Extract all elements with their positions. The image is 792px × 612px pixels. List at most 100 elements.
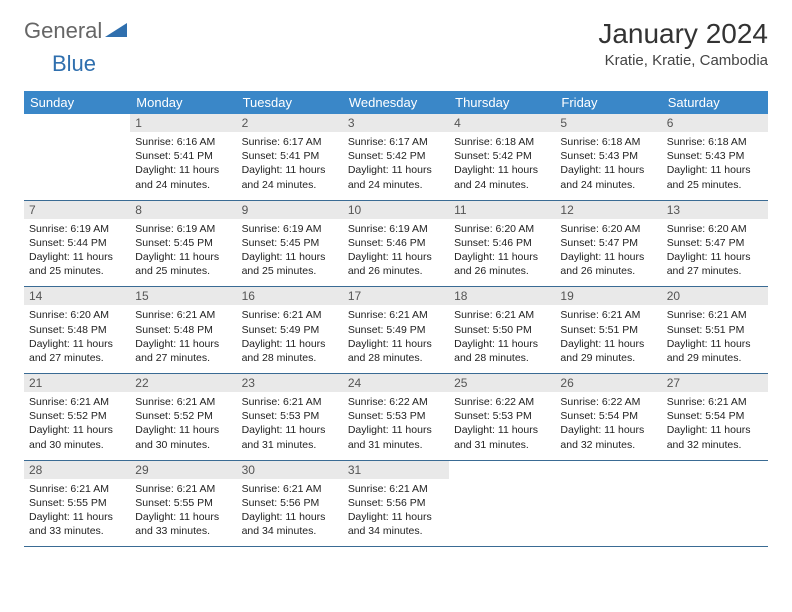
- sunset-text: Sunset: 5:43 PM: [667, 149, 763, 163]
- daylight-text: Daylight: 11 hours: [242, 337, 338, 351]
- sunset-text: Sunset: 5:51 PM: [667, 323, 763, 337]
- day-body: Sunrise: 6:21 AMSunset: 5:56 PMDaylight:…: [237, 479, 343, 547]
- day-number: 18: [449, 287, 555, 305]
- calendar-day: 22Sunrise: 6:21 AMSunset: 5:52 PMDayligh…: [130, 374, 236, 461]
- daylight-text: and 27 minutes.: [135, 351, 231, 365]
- calendar-day: 4Sunrise: 6:18 AMSunset: 5:42 PMDaylight…: [449, 114, 555, 200]
- day-number: 16: [237, 287, 343, 305]
- calendar-day: 17Sunrise: 6:21 AMSunset: 5:49 PMDayligh…: [343, 287, 449, 374]
- calendar-day: 14Sunrise: 6:20 AMSunset: 5:48 PMDayligh…: [24, 287, 130, 374]
- daylight-text: Daylight: 11 hours: [348, 163, 444, 177]
- calendar-day: 10Sunrise: 6:19 AMSunset: 5:46 PMDayligh…: [343, 200, 449, 287]
- daylight-text: Daylight: 11 hours: [667, 250, 763, 264]
- weekday-header: Monday: [130, 91, 236, 114]
- sunset-text: Sunset: 5:44 PM: [29, 236, 125, 250]
- sunrise-text: Sunrise: 6:21 AM: [242, 395, 338, 409]
- sunset-text: Sunset: 5:54 PM: [560, 409, 656, 423]
- sunset-text: Sunset: 5:51 PM: [560, 323, 656, 337]
- calendar-day: 1Sunrise: 6:16 AMSunset: 5:41 PMDaylight…: [130, 114, 236, 200]
- day-number: 14: [24, 287, 130, 305]
- day-number: 19: [555, 287, 661, 305]
- sunrise-text: Sunrise: 6:21 AM: [242, 482, 338, 496]
- daylight-text: and 30 minutes.: [135, 438, 231, 452]
- day-body: Sunrise: 6:19 AMSunset: 5:44 PMDaylight:…: [24, 219, 130, 287]
- day-body: Sunrise: 6:21 AMSunset: 5:55 PMDaylight:…: [130, 479, 236, 547]
- sunrise-text: Sunrise: 6:17 AM: [242, 135, 338, 149]
- weekday-header: Wednesday: [343, 91, 449, 114]
- calendar-day: 3Sunrise: 6:17 AMSunset: 5:42 PMDaylight…: [343, 114, 449, 200]
- weekday-header: Thursday: [449, 91, 555, 114]
- day-body: Sunrise: 6:21 AMSunset: 5:49 PMDaylight:…: [343, 305, 449, 373]
- daylight-text: and 33 minutes.: [29, 524, 125, 538]
- location: Kratie, Kratie, Cambodia: [598, 52, 768, 69]
- daylight-text: and 31 minutes.: [242, 438, 338, 452]
- weekday-header: Sunday: [24, 91, 130, 114]
- day-number: 20: [662, 287, 768, 305]
- daylight-text: Daylight: 11 hours: [454, 337, 550, 351]
- day-body: Sunrise: 6:20 AMSunset: 5:46 PMDaylight:…: [449, 219, 555, 287]
- calendar-day: 31Sunrise: 6:21 AMSunset: 5:56 PMDayligh…: [343, 460, 449, 547]
- sunrise-text: Sunrise: 6:21 AM: [135, 482, 231, 496]
- daylight-text: Daylight: 11 hours: [560, 250, 656, 264]
- day-body: Sunrise: 6:20 AMSunset: 5:47 PMDaylight:…: [555, 219, 661, 287]
- triangle-icon: [105, 21, 127, 42]
- daylight-text: Daylight: 11 hours: [348, 423, 444, 437]
- calendar-day: 9Sunrise: 6:19 AMSunset: 5:45 PMDaylight…: [237, 200, 343, 287]
- day-number: 3: [343, 114, 449, 132]
- day-body: Sunrise: 6:21 AMSunset: 5:51 PMDaylight:…: [555, 305, 661, 373]
- day-number: 4: [449, 114, 555, 132]
- sunrise-text: Sunrise: 6:20 AM: [29, 308, 125, 322]
- sunset-text: Sunset: 5:53 PM: [242, 409, 338, 423]
- daylight-text: Daylight: 11 hours: [29, 510, 125, 524]
- calendar-day: 2Sunrise: 6:17 AMSunset: 5:41 PMDaylight…: [237, 114, 343, 200]
- daylight-text: and 26 minutes.: [348, 264, 444, 278]
- weekday-header: Saturday: [662, 91, 768, 114]
- sunset-text: Sunset: 5:53 PM: [454, 409, 550, 423]
- calendar-day: 7Sunrise: 6:19 AMSunset: 5:44 PMDaylight…: [24, 200, 130, 287]
- sunset-text: Sunset: 5:55 PM: [29, 496, 125, 510]
- calendar-week: .1Sunrise: 6:16 AMSunset: 5:41 PMDayligh…: [24, 114, 768, 200]
- daylight-text: and 27 minutes.: [29, 351, 125, 365]
- day-number: 8: [130, 201, 236, 219]
- calendar-day: 21Sunrise: 6:21 AMSunset: 5:52 PMDayligh…: [24, 374, 130, 461]
- daylight-text: and 30 minutes.: [29, 438, 125, 452]
- calendar-day: 12Sunrise: 6:20 AMSunset: 5:47 PMDayligh…: [555, 200, 661, 287]
- day-number: 10: [343, 201, 449, 219]
- sunset-text: Sunset: 5:41 PM: [135, 149, 231, 163]
- sunset-text: Sunset: 5:45 PM: [242, 236, 338, 250]
- daylight-text: Daylight: 11 hours: [135, 163, 231, 177]
- daylight-text: Daylight: 11 hours: [29, 250, 125, 264]
- sunset-text: Sunset: 5:49 PM: [242, 323, 338, 337]
- day-number: 30: [237, 461, 343, 479]
- sunset-text: Sunset: 5:56 PM: [242, 496, 338, 510]
- day-body: Sunrise: 6:21 AMSunset: 5:49 PMDaylight:…: [237, 305, 343, 373]
- sunrise-text: Sunrise: 6:20 AM: [454, 222, 550, 236]
- sunset-text: Sunset: 5:47 PM: [667, 236, 763, 250]
- daylight-text: and 28 minutes.: [454, 351, 550, 365]
- sunrise-text: Sunrise: 6:19 AM: [135, 222, 231, 236]
- day-number: 26: [555, 374, 661, 392]
- calendar-day: .: [24, 114, 130, 200]
- sunset-text: Sunset: 5:53 PM: [348, 409, 444, 423]
- logo-word1: General: [24, 18, 102, 44]
- sunrise-text: Sunrise: 6:16 AM: [135, 135, 231, 149]
- day-body: Sunrise: 6:17 AMSunset: 5:42 PMDaylight:…: [343, 132, 449, 200]
- day-number: 12: [555, 201, 661, 219]
- daylight-text: and 24 minutes.: [135, 178, 231, 192]
- day-number: 31: [343, 461, 449, 479]
- day-number: 22: [130, 374, 236, 392]
- calendar-day: .: [555, 460, 661, 547]
- daylight-text: Daylight: 11 hours: [242, 163, 338, 177]
- day-body: Sunrise: 6:19 AMSunset: 5:45 PMDaylight:…: [130, 219, 236, 287]
- daylight-text: Daylight: 11 hours: [667, 423, 763, 437]
- sunset-text: Sunset: 5:56 PM: [348, 496, 444, 510]
- calendar-day: 5Sunrise: 6:18 AMSunset: 5:43 PMDaylight…: [555, 114, 661, 200]
- calendar-day: .: [449, 460, 555, 547]
- sunset-text: Sunset: 5:45 PM: [135, 236, 231, 250]
- sunrise-text: Sunrise: 6:18 AM: [667, 135, 763, 149]
- daylight-text: Daylight: 11 hours: [242, 423, 338, 437]
- calendar-day: 27Sunrise: 6:21 AMSunset: 5:54 PMDayligh…: [662, 374, 768, 461]
- sunrise-text: Sunrise: 6:21 AM: [348, 482, 444, 496]
- calendar-day: 16Sunrise: 6:21 AMSunset: 5:49 PMDayligh…: [237, 287, 343, 374]
- calendar-day: 23Sunrise: 6:21 AMSunset: 5:53 PMDayligh…: [237, 374, 343, 461]
